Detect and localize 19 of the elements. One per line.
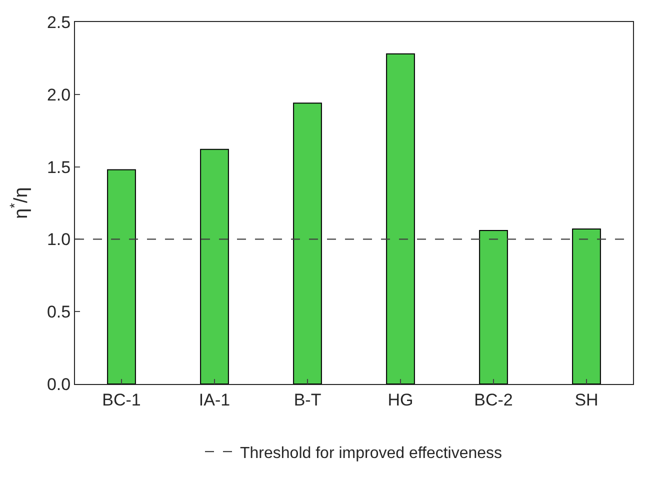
x-tick-label: SH: [574, 390, 598, 410]
bar: [572, 228, 601, 384]
bar: [479, 230, 508, 384]
x-tick-label: B-T: [294, 390, 322, 410]
bar: [293, 102, 322, 384]
bar: [200, 148, 229, 384]
y-tick-label: 2.5: [46, 12, 71, 32]
y-tick-label: 0.5: [46, 302, 71, 322]
legend-label: Threshold for improved effectiveness: [240, 444, 502, 462]
y-tick-label: 1.5: [46, 158, 71, 177]
y-tick-label: 0.0: [46, 374, 71, 394]
x-tick-label: HG: [388, 390, 414, 410]
x-tick-label: BC-2: [474, 390, 513, 410]
y-tick-label: 1.0: [46, 230, 71, 250]
y-tick-label: 2.0: [46, 85, 71, 104]
bar: [386, 53, 415, 384]
x-tick-label: BC-1: [102, 390, 141, 410]
bar: [107, 169, 136, 384]
x-tick-label: IA-1: [198, 390, 230, 410]
